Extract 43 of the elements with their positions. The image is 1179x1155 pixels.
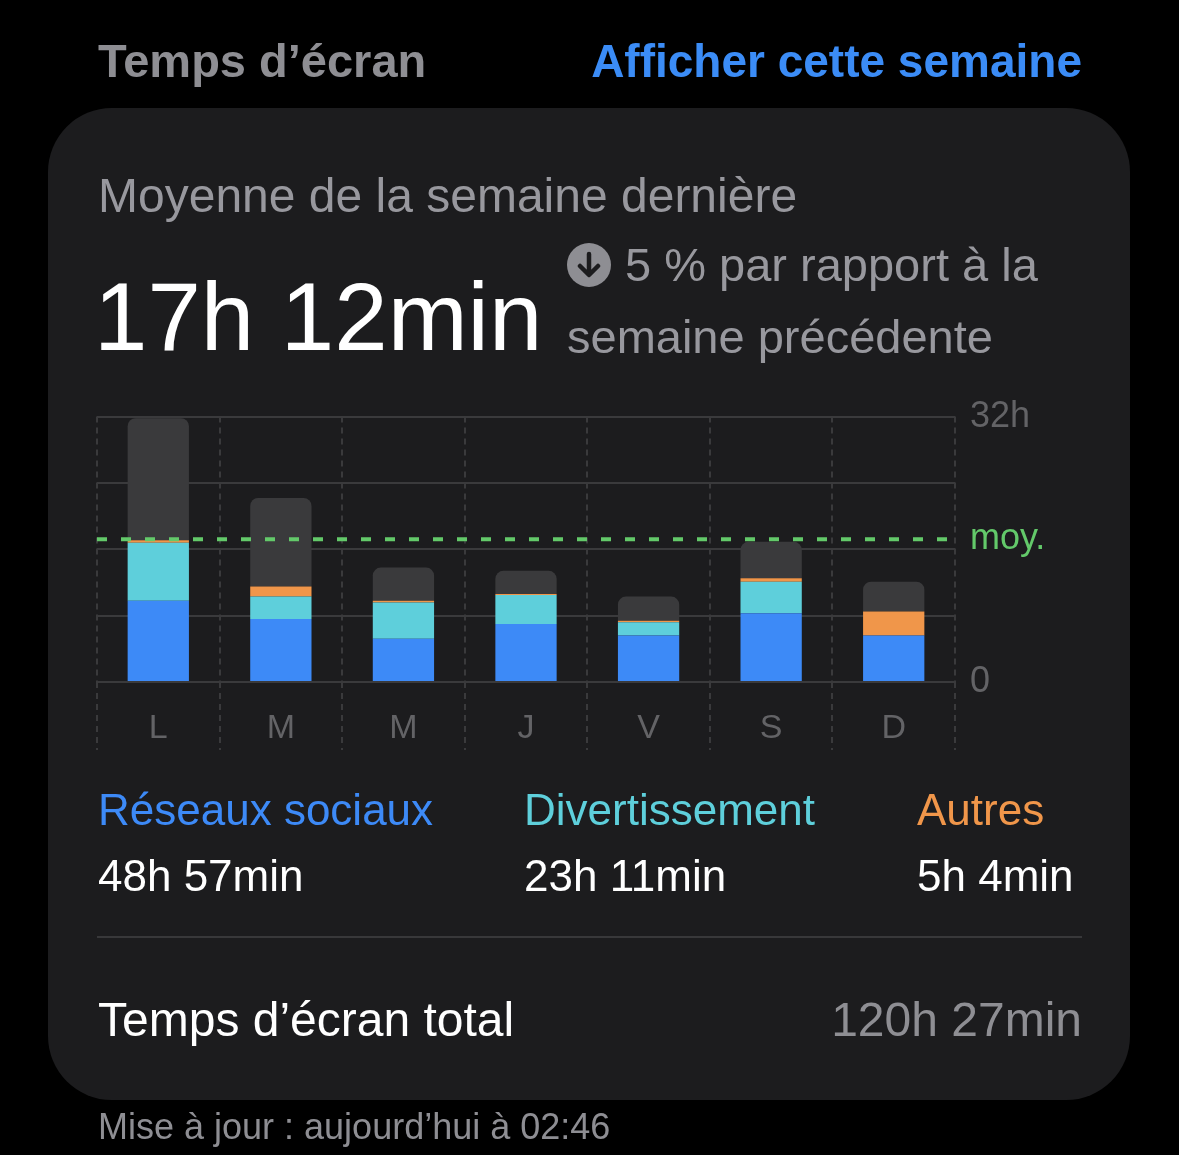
y-tick-label: 0 <box>970 658 991 700</box>
x-tick-label: D <box>881 706 906 745</box>
text: 120h 27min <box>831 992 1082 1048</box>
text: Réseaux sociaux <box>98 785 434 835</box>
bar <box>372 567 435 601</box>
bar <box>250 618 312 681</box>
y-tick-label: 32h <box>970 393 1031 435</box>
text: Mise à jour : aujourd’hui à 02:46 <box>98 1106 611 1148</box>
bar <box>617 622 680 636</box>
x-tick-label: V <box>637 706 661 745</box>
bar <box>127 600 189 681</box>
chart-title: Temps d’écran <box>98 34 427 88</box>
text: Afficher cette semaine <box>591 34 1082 88</box>
text: Autres <box>917 785 1045 835</box>
text: Temps d’écran total <box>98 992 515 1048</box>
text: 5h 4min <box>917 851 1074 901</box>
x-tick-label: J <box>517 706 535 745</box>
text: 23h 11min <box>524 851 727 901</box>
x-tick-label: M <box>389 706 418 745</box>
bar <box>495 623 557 681</box>
bar <box>372 602 435 639</box>
bar <box>740 613 802 681</box>
text: 17h 12min <box>94 262 543 372</box>
bar <box>863 611 925 636</box>
bar <box>617 635 680 681</box>
bar <box>250 596 312 619</box>
x-tick-label: L <box>148 706 168 745</box>
bar <box>250 586 312 597</box>
bar <box>740 581 802 614</box>
bar <box>863 635 925 681</box>
x-tick-label: M <box>266 706 296 745</box>
chart-subtitle: Moyenne de la semaine dernière <box>98 168 798 224</box>
x-tick-label: S <box>759 706 783 745</box>
bar <box>127 542 189 601</box>
bar <box>740 578 802 582</box>
bar <box>495 594 557 624</box>
text: 48h 57min <box>98 851 304 901</box>
bar <box>863 581 925 612</box>
text: Divertissement <box>524 785 815 835</box>
ref-line-label: moy. <box>970 516 1046 558</box>
bar <box>372 638 435 681</box>
text: 5 % par rapport à la semaine précédente <box>567 237 1039 365</box>
bar <box>495 570 557 595</box>
